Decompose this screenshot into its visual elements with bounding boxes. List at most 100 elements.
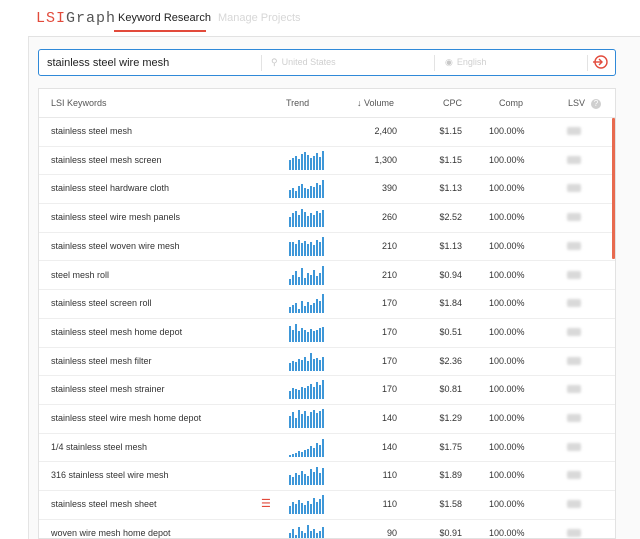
- trend-bar: [301, 242, 303, 256]
- keyword-cell[interactable]: stainless steel mesh home depot: [51, 326, 183, 337]
- keyword-cell[interactable]: 316 stainless steel wire mesh: [51, 470, 169, 481]
- keyword-cell[interactable]: 1/4 stainless steel mesh: [51, 441, 148, 452]
- comp-cell: 100.00%: [489, 126, 525, 136]
- trend-bar: [295, 361, 297, 371]
- table-row[interactable]: 1/4 stainless steel mesh 140 $1.75 100.00%: [39, 433, 615, 463]
- table-row[interactable]: stainless steel mesh screen 1,300 $1.15 100…: [39, 146, 615, 176]
- table-row[interactable]: stainless steel hardware cloth 390 $1.13 10…: [39, 174, 615, 205]
- help-icon[interactable]: ?: [591, 99, 602, 109]
- column-header-comp[interactable]: Comp: [499, 98, 524, 108]
- trend-bar: [307, 189, 309, 199]
- table-row[interactable]: stainless steel wire mesh home depot 140 $…: [39, 404, 615, 434]
- comp-cell: 100.00%: [489, 384, 525, 395]
- trend-bar: [295, 473, 297, 486]
- trend-bar: [316, 239, 318, 256]
- location-select[interactable]: ⚲ United States: [271, 57, 336, 68]
- table-row[interactable]: stainless steel wire mesh panels 260 $2.52…: [39, 203, 615, 233]
- trend-bar: [322, 180, 324, 199]
- trend-bar: [322, 150, 324, 170]
- table-row[interactable]: 316 stainless steel wire mesh 110 $1.89 100…: [39, 461, 615, 492]
- keyword-cell[interactable]: stainless steel screen roll: [51, 298, 152, 309]
- trend-bar: [304, 277, 306, 285]
- trend-bar: [298, 186, 300, 199]
- lsv-locked-value: [567, 213, 581, 222]
- volume-header-label: Volume: [364, 98, 395, 108]
- table-row[interactable]: steel mesh roll 210 $0.94 100.00%: [39, 261, 615, 291]
- keyword-cell[interactable]: stainless steel mesh screen: [51, 154, 162, 165]
- trend-bar: [316, 329, 318, 342]
- lsigraph-logo[interactable]: LSIGraph: [36, 10, 116, 27]
- tab-manage-projects[interactable]: Manage Projects: [218, 12, 301, 24]
- trend-bar: [307, 360, 309, 371]
- keyword-cell[interactable]: woven wire mesh home depot: [51, 527, 171, 538]
- trend-bar: [310, 186, 312, 199]
- trend-bar: [316, 467, 318, 486]
- trend-bar: [295, 534, 297, 538]
- trend-bar: [295, 323, 297, 342]
- trend-sparkline: [289, 523, 325, 538]
- column-header-keywords[interactable]: LSI Keywords: [51, 98, 107, 108]
- trend-bar: [316, 532, 318, 538]
- trend-bar: [313, 447, 315, 457]
- column-header-cpc[interactable]: CPC: [443, 98, 463, 108]
- volume-cell: 170: [381, 355, 397, 366]
- trend-bar: [319, 327, 321, 342]
- trend-bar: [310, 384, 312, 400]
- keyword-search-input[interactable]: stainless steel wire mesh: [47, 57, 170, 69]
- keyword-cell[interactable]: stainless steel wire mesh home depot: [51, 413, 202, 423]
- trend-bar: [289, 325, 291, 342]
- trend-bar: [307, 302, 309, 314]
- table-row[interactable]: stainless steel screen roll 170 $1.84 100.0…: [39, 289, 615, 319]
- comp-cell: 100.00%: [489, 298, 525, 309]
- keyword-cell[interactable]: stainless steel wire mesh panels: [51, 212, 181, 223]
- table-row[interactable]: stainless steel mesh strainer 170 $0.81 100…: [39, 375, 615, 405]
- column-header-volume[interactable]: ↓ Volume: [357, 98, 394, 108]
- keyword-cell[interactable]: stainless steel mesh filter: [51, 355, 152, 366]
- search-divider: [587, 55, 588, 71]
- trend-bar: [316, 211, 318, 228]
- keyword-cell[interactable]: stainless steel mesh: [51, 126, 133, 136]
- sort-down-arrow-icon: ↓: [357, 98, 362, 108]
- trend-bar: [301, 153, 303, 170]
- trend-bar: [292, 305, 294, 314]
- scrollbar[interactable]: [612, 118, 615, 259]
- trend-bar: [322, 265, 324, 285]
- language-select[interactable]: ◉ English: [445, 57, 486, 68]
- lsv-locked-value: [567, 356, 581, 365]
- trend-bar: [319, 444, 321, 457]
- trend-bar: [316, 275, 318, 285]
- trend-bar: [310, 274, 312, 285]
- cpc-cell: $2.52: [439, 212, 462, 223]
- trend-bar: [319, 359, 321, 371]
- cpc-cell: $1.29: [439, 413, 462, 423]
- table-row[interactable]: stainless steel mesh 2,400 $1.15 100.00%: [39, 117, 615, 147]
- trend-bar: [289, 532, 291, 538]
- table-row[interactable]: stainless steel woven wire mesh 210 $1.13 1…: [39, 232, 615, 262]
- trend-bar: [298, 390, 300, 400]
- lsv-locked-value: [567, 500, 581, 509]
- trend-bar: [289, 475, 291, 486]
- trend-bar: [307, 154, 309, 170]
- column-header-trend[interactable]: Trend: [286, 98, 310, 108]
- keyword-cell[interactable]: stainless steel woven wire mesh: [51, 240, 180, 251]
- keywords-table: LSI Keywords Trend ↓ Volume CPC Comp LSV…: [38, 88, 616, 539]
- add-to-list-icon[interactable]: ☰: [261, 498, 271, 511]
- table-row[interactable]: stainless steel mesh home depot 170 $0.51 1…: [39, 318, 615, 348]
- table-row[interactable]: stainless steel mesh sheet ☰ 110 $1.58 100.0…: [39, 490, 615, 520]
- keyword-cell[interactable]: stainless steel mesh sheet: [51, 499, 157, 510]
- trend-bar: [316, 152, 318, 170]
- keyword-cell[interactable]: steel mesh roll: [51, 269, 110, 280]
- column-header-lsv[interactable]: LSV?: [568, 98, 602, 109]
- trend-bar: [304, 188, 306, 199]
- volume-cell: 140: [381, 441, 397, 452]
- trend-bar: [289, 159, 291, 170]
- search-go-button[interactable]: [591, 54, 609, 72]
- trend-bar: [310, 445, 312, 457]
- keyword-cell[interactable]: stainless steel hardware cloth: [51, 183, 170, 194]
- table-row[interactable]: stainless steel mesh filter 170 $2.36 100.0…: [39, 347, 615, 377]
- keyword-cell[interactable]: stainless steel mesh strainer: [51, 384, 165, 395]
- volume-cell: 170: [381, 298, 397, 309]
- tab-keyword-research[interactable]: Keyword Research: [118, 12, 211, 24]
- cpc-cell: $0.81: [439, 384, 462, 395]
- table-row[interactable]: woven wire mesh home depot 90 $0.91 100.00%: [39, 519, 615, 538]
